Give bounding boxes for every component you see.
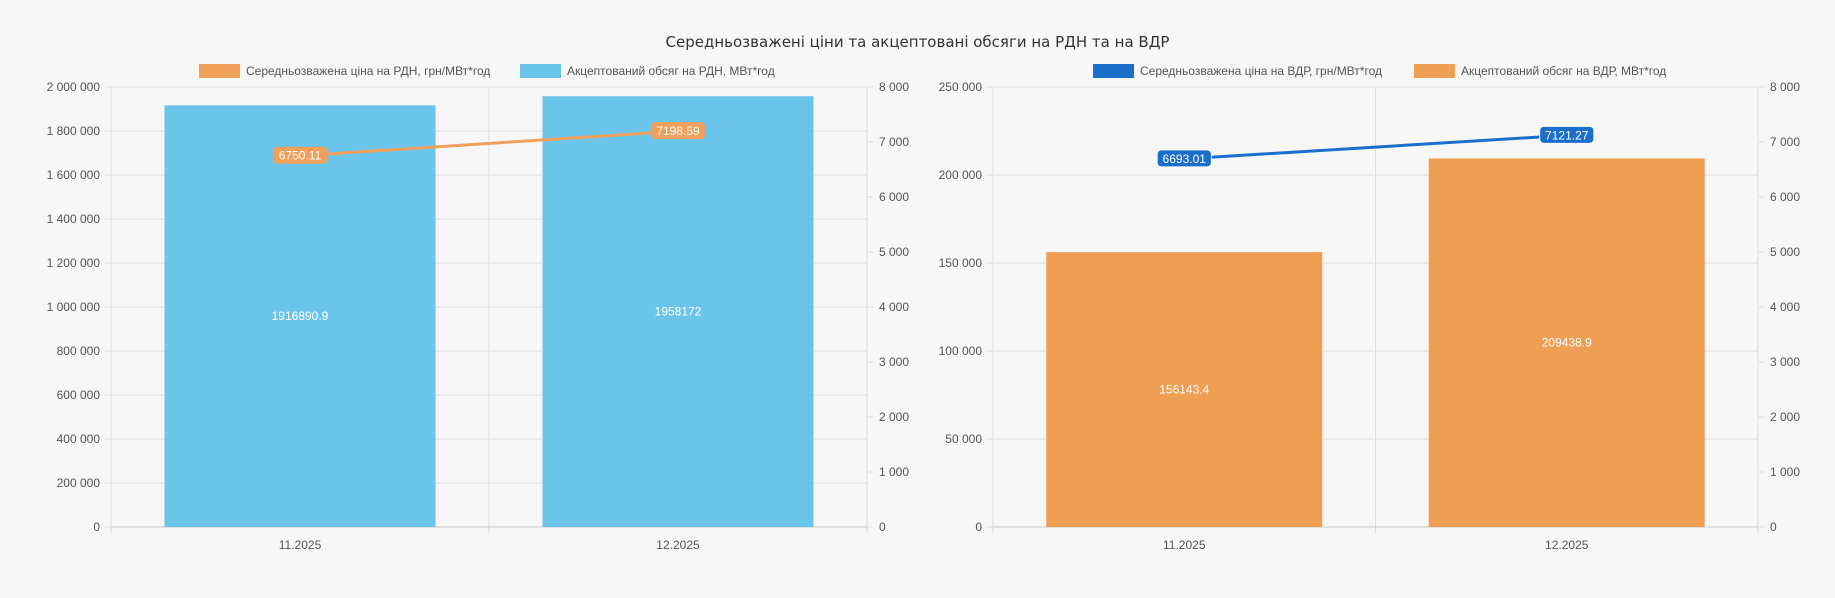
legend-swatch[interactable] bbox=[520, 64, 561, 78]
y-right-tick-label: 7 000 bbox=[1770, 135, 1800, 149]
bar-value-label: 1958172 bbox=[655, 305, 702, 319]
y-right-tick-label: 6 000 bbox=[1770, 190, 1800, 204]
y-right-tick-label: 3 000 bbox=[879, 355, 909, 369]
x-tick-label: 12.2025 bbox=[1545, 538, 1589, 552]
legend-swatch[interactable] bbox=[199, 64, 240, 78]
y-left-tick-label: 200 000 bbox=[57, 476, 101, 490]
legend-swatch[interactable] bbox=[1414, 64, 1455, 78]
y-left-tick-label: 1 800 000 bbox=[47, 124, 101, 138]
y-right-tick-label: 7 000 bbox=[879, 135, 909, 149]
y-left-tick-label: 800 000 bbox=[57, 344, 101, 358]
y-right-tick-label: 1 000 bbox=[1770, 465, 1800, 479]
y-right-tick-label: 5 000 bbox=[879, 245, 909, 259]
y-left-tick-label: 0 bbox=[93, 520, 100, 534]
line-series bbox=[298, 129, 680, 158]
x-tick-label: 12.2025 bbox=[656, 538, 700, 552]
y-left-tick-label: 0 bbox=[975, 520, 982, 534]
y-right-tick-label: 0 bbox=[879, 520, 886, 534]
bar-value-label: 209438.9 bbox=[1542, 336, 1592, 350]
y-left-tick-label: 200 000 bbox=[939, 168, 983, 182]
y-left-tick-label: 250 000 bbox=[939, 80, 983, 94]
y-left-tick-label: 1 400 000 bbox=[47, 212, 101, 226]
y-left-tick-label: 400 000 bbox=[57, 432, 101, 446]
line-value-badge bbox=[272, 146, 328, 164]
legend-swatch[interactable] bbox=[1093, 64, 1134, 78]
y-right-tick-label: 2 000 bbox=[1770, 410, 1800, 424]
page-title: Середньозважені ціни та акцептовані обся… bbox=[665, 33, 1170, 51]
bar-value-label: 1916890.9 bbox=[272, 309, 329, 323]
y-right-tick-label: 1 000 bbox=[879, 465, 909, 479]
x-tick-label: 11.2025 bbox=[279, 538, 322, 552]
y-right-tick-label: 6 000 bbox=[879, 190, 909, 204]
y-right-tick-label: 8 000 bbox=[879, 80, 909, 94]
bar bbox=[164, 105, 436, 528]
line-value-badge bbox=[650, 122, 706, 140]
y-left-tick-label: 600 000 bbox=[57, 388, 101, 402]
bar-value-label: 156143.4 bbox=[1159, 383, 1209, 397]
line-value-badge bbox=[1539, 125, 1595, 144]
y-right-tick-label: 2 000 bbox=[879, 410, 909, 424]
y-left-tick-label: 1 000 000 bbox=[47, 300, 101, 314]
y-right-tick-label: 4 000 bbox=[1770, 300, 1800, 314]
y-left-tick-label: 1 600 000 bbox=[47, 168, 101, 182]
line-series bbox=[1182, 133, 1569, 161]
y-left-tick-label: 100 000 bbox=[939, 344, 983, 358]
legend-item-label: Акцептований обсяг на РДН, МВт*год bbox=[567, 64, 775, 78]
legend-item-label: Акцептований обсяг на ВДР, МВт*год bbox=[1461, 64, 1666, 78]
legend-item-label: Середньозважена ціна на РДН, грн/МВт*год bbox=[246, 64, 490, 78]
line-value-label: 7198.59 bbox=[656, 124, 700, 138]
bar bbox=[1428, 158, 1705, 527]
y-left-tick-label: 2 000 000 bbox=[47, 80, 101, 94]
bar bbox=[1046, 252, 1323, 527]
y-right-tick-label: 5 000 bbox=[1770, 245, 1800, 259]
line-value-badge bbox=[1156, 149, 1212, 168]
y-left-tick-label: 50 000 bbox=[945, 432, 982, 446]
y-right-tick-label: 0 bbox=[1770, 520, 1777, 534]
bar bbox=[542, 96, 814, 528]
line-value-label: 6693.01 bbox=[1163, 152, 1207, 166]
y-right-tick-label: 3 000 bbox=[1770, 355, 1800, 369]
line-value-label: 7121.27 bbox=[1545, 128, 1589, 142]
y-right-tick-label: 8 000 bbox=[1770, 80, 1800, 94]
legend-item-label: Середньозважена ціна на ВДР, грн/МВт*год bbox=[1140, 64, 1382, 78]
line-value-label: 6750.11 bbox=[279, 149, 322, 163]
y-right-tick-label: 4 000 bbox=[879, 300, 909, 314]
y-left-tick-label: 150 000 bbox=[939, 256, 983, 270]
y-left-tick-label: 1 200 000 bbox=[47, 256, 101, 270]
x-tick-label: 11.2025 bbox=[1163, 538, 1206, 552]
